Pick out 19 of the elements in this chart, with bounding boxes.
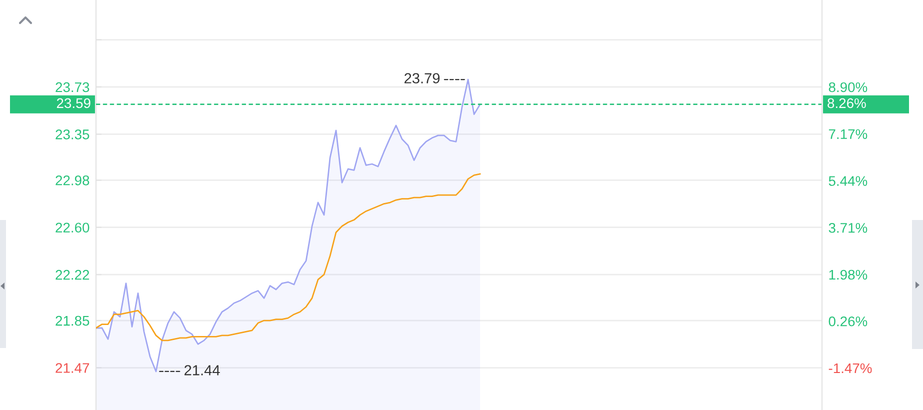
y-tick-label: 23.73 (56, 82, 90, 92)
y2-tick-label: 8.90% (828, 82, 868, 92)
y-tick-label: 22.22 (56, 270, 90, 280)
text: 8.26% (828, 98, 866, 108)
y2-tick-label: -1.47% (828, 363, 872, 374)
y2-tick-label: 1.98% (829, 270, 868, 280)
annotation: 21.44 (184, 365, 220, 376)
ref-line-label: 23.59 (56, 98, 90, 108)
y-tick-label: 21.85 (56, 316, 90, 326)
y2-tick-label: 3.71% (828, 222, 868, 233)
y2-tick-label: 0.26% (828, 316, 868, 326)
y2-tick-label: 5.44% (828, 176, 868, 186)
annotation: 23.79 (404, 73, 440, 84)
y-tick-label: 21.47 (56, 363, 90, 373)
y2-tick-label: 7.17% (828, 129, 868, 139)
line-series (96, 173, 481, 342)
y-tick-label: 23.35 (56, 130, 90, 140)
y-tick-label: 22.60 (56, 222, 90, 233)
y-tick-label: 22.98 (56, 175, 90, 186)
